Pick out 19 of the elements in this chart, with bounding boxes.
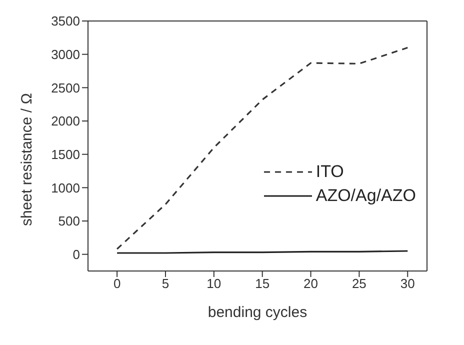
x-tick-label: 10 [206, 276, 222, 292]
y-tick-label: 3500 [51, 14, 80, 29]
x-axis-title: bending cycles [208, 304, 308, 321]
y-axis-title: sheet resistance / Ω [18, 93, 36, 226]
y-tick-label: 3000 [51, 46, 80, 62]
x-tick-label: 20 [304, 276, 318, 292]
x-tick-label: 25 [352, 276, 366, 292]
y-tick-label: 1500 [51, 146, 80, 162]
y-tick-label: 2500 [51, 80, 80, 96]
x-tick-label: 15 [255, 276, 270, 292]
y-tick-label: 500 [58, 214, 80, 229]
legend-label: AZO/Ag/AZO [316, 186, 416, 206]
x-tick-label: 30 [400, 276, 415, 292]
legend-label: ITO [316, 162, 344, 182]
y-tick-label: 2000 [51, 114, 80, 129]
y-tick-label: 0 [72, 246, 80, 262]
x-tick-label: 5 [162, 276, 170, 292]
y-tick-label: 1000 [51, 180, 80, 196]
x-tick-label: 0 [113, 276, 121, 292]
